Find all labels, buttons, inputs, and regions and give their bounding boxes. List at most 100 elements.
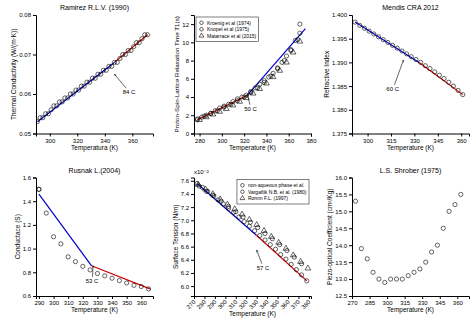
y-axis-tick-label: 7.4 [181,191,190,197]
y-axis-tick-mark [349,62,352,63]
title: L.S. Shrober (1975) [380,167,441,175]
y-axis-tick: 7.2 [181,205,194,211]
point [197,117,203,122]
point [284,54,288,58]
point [132,44,136,48]
point [217,196,223,201]
point [358,23,362,27]
point [81,264,85,268]
y-axis-tick-label: 1.380 [332,107,348,113]
legend-label: Matarrace et al (2015) [207,33,257,39]
x-axis-tick-mark [105,134,106,137]
point [93,76,97,80]
y-axis-tick: 14.5 [335,226,352,232]
y-axis-tick: 0 [186,131,194,137]
panel: 280300320340360380024681012Temperature (… [173,15,317,152]
point [99,72,103,76]
legend-label: Kroenig et al (1974) [207,20,251,26]
y-axis-tick-mark [349,86,352,87]
y-axis-tick-label: 15.5 [335,192,347,198]
y-axis-line [33,16,37,135]
y-axis-line [33,178,37,297]
y-axis-tick: 15.5 [335,192,352,198]
x-axis-tick-label: 300 [45,138,56,144]
x-axis-tick: 320 [240,134,251,144]
y-axis-tick: 1.390 [332,60,352,66]
y-axis-tick-label: 1.2 [23,222,32,228]
annotation-arrow [114,74,126,88]
plot-area [194,178,311,297]
point [441,226,445,230]
point [414,57,418,61]
point [37,187,41,191]
point [447,80,451,84]
point [203,186,209,191]
y-axis-tick: 1.395 [332,36,352,42]
legend: non-aqueous phase et al.Vargaftik N.B. e… [237,180,309,205]
y-axis-tick: 13.5 [335,260,352,266]
x-axis-tick-mark [246,296,247,299]
y-axis-tick: 6 [186,76,194,82]
point [290,49,296,54]
x-axis-tick-label: 360 [128,138,139,144]
y-axis-tick-label: 0.6 [23,293,32,299]
y-axis: 0 2 4 6 8 10 12 [182,16,194,137]
x-axis-line [353,297,470,300]
point [60,100,64,104]
point [66,255,70,259]
plot-area [36,15,153,134]
y-axis-tick: 1.385 [332,84,352,90]
y-axis-tick-label: 8 [186,58,190,64]
x-axis-tick-label: 360 [457,138,468,144]
y-axis-tick-label: 10 [182,40,189,46]
line [114,35,147,63]
point [104,68,108,72]
x-axis-tick-mark [112,296,113,299]
point [210,111,216,116]
point [82,84,86,88]
y-axis-tick-mark [191,97,194,98]
point [41,116,45,120]
point [261,228,267,233]
point [118,56,122,60]
y-axis-tick: 0.8 [23,270,36,276]
y-axis-tick: 2 [186,113,194,119]
x-axis-tick-label: 280 [196,298,208,310]
y-axis-tick: 6.8 [181,231,194,237]
point [284,59,290,64]
point [139,284,143,288]
plot-area [194,15,311,134]
x-axis-tick-label: 370 [290,298,302,310]
x-axis-tick: 300 [217,296,229,310]
y-axis-tick-label: 12 [182,22,189,28]
x-axis-tick: 280 [195,134,206,144]
x-axis-tick: 360 [284,134,295,144]
point [433,70,437,74]
x-axis: 270285300315330345360 [347,296,469,306]
x-axis-tick-mark [438,134,439,137]
y-axis-tick-mark [191,24,194,25]
point [110,276,114,280]
legend-symbol [240,195,245,199]
point [298,258,304,263]
point [203,114,209,119]
y-axis-tick-mark [33,201,36,202]
x-axis-tick-label: 360 [284,138,295,144]
y-axis-tick-label: 15.0 [335,209,347,215]
point [252,229,256,233]
y-axis-tick-mark [191,207,194,208]
y-axis-line [191,16,195,135]
y-axis-tick-label: 4 [186,94,190,100]
point [359,246,363,250]
y-axis-tick: 6.2 [181,270,194,276]
y-axis-tick-label: 6.0 [181,284,190,290]
legend-symbol [241,190,245,194]
point [289,262,293,266]
x-axis-tick: 345 [435,296,446,306]
annotation: 53 C [86,278,99,284]
y-axis-tick-label: 6 [186,76,190,82]
panel: 3003153303453601.3751.3801.3851.3901.395… [323,4,470,152]
point [353,20,357,24]
x-axis: 290300310320330340350360 [34,296,153,306]
y-axis-title: Surface Tension (N/m) [172,204,180,269]
